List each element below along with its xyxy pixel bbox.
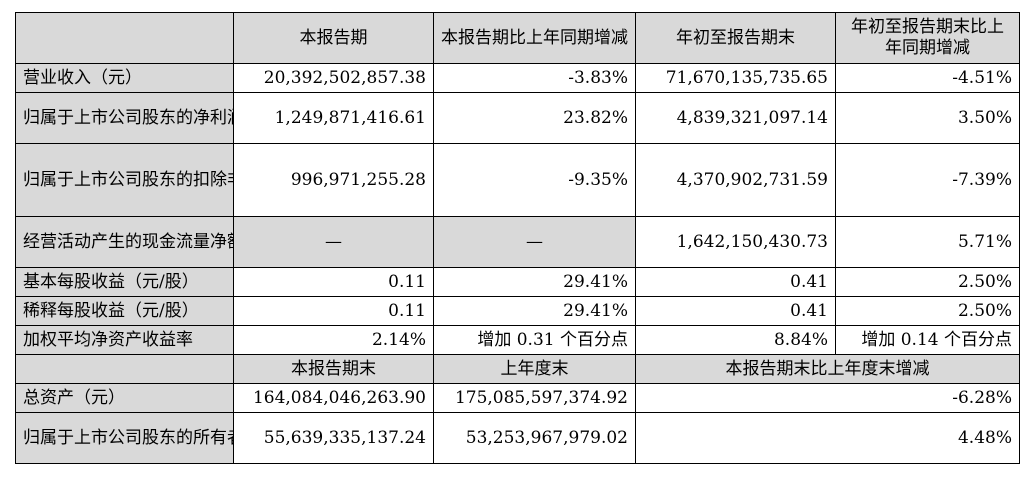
row-label: 经营活动产生的现金流量净额（元） (15, 216, 234, 268)
cell-ytd: 0.41 (635, 296, 836, 326)
cell-current-period-change: — (433, 216, 636, 268)
table-row: 总资产（元） 164,084,046,263.90 175,085,597,37… (15, 383, 1020, 413)
cell-prior-year-end: 53,253,967,979.02 (433, 412, 636, 464)
table-row: 基本每股收益（元/股） 0.11 29.41% 0.41 2.50% (15, 267, 1020, 297)
header-current-period-change: 本报告期比上年同期增减 (433, 12, 636, 64)
table-row: 经营活动产生的现金流量净额（元） — — 1,642,150,430.73 5.… (15, 216, 1020, 268)
row-label: 归属于上市公司股东的扣除非经常性损益的净利润（元） (15, 143, 234, 217)
cell-ytd-change: -7.39% (835, 143, 1020, 217)
table-row: 加权平均净资产收益率 2.14% 增加 0.31 个百分点 8.84% 增加 0… (15, 325, 1020, 355)
header-current-period: 本报告期 (233, 12, 434, 64)
cell-ytd: 8.84% (635, 325, 836, 355)
cell-current-period: 1,249,871,416.61 (233, 92, 434, 144)
row-label: 营业收入（元） (15, 63, 234, 93)
cell-current-period-change: 增加 0.31 个百分点 (433, 325, 636, 355)
cell-ytd-change: -4.51% (835, 63, 1020, 93)
header-ytd: 年初至报告期末 (635, 12, 836, 64)
table-row: 营业收入（元） 20,392,502,857.38 -3.83% 71,670,… (15, 63, 1020, 93)
cell-ytd: 0.41 (635, 267, 836, 297)
cell-current-period: 0.11 (233, 296, 434, 326)
cell-prior-year-end: 175,085,597,374.92 (433, 383, 636, 413)
cell-ytd-change: 2.50% (835, 296, 1020, 326)
cell-current-period-change: 29.41% (433, 296, 636, 326)
row-label: 归属于上市公司股东的净利润（元） (15, 92, 234, 144)
header2-corner-cell (15, 354, 234, 384)
table-row: 稀释每股收益（元/股） 0.11 29.41% 0.41 2.50% (15, 296, 1020, 326)
cell-ytd-change: 5.71% (835, 216, 1020, 268)
cell-current-period-change: 23.82% (433, 92, 636, 144)
row-label: 加权平均净资产收益率 (15, 325, 234, 355)
header-row-2: 本报告期末 上年度末 本报告期末比上年度末增减 (15, 354, 1020, 384)
row-label: 总资产（元） (15, 383, 234, 413)
cell-period-end-change: 4.48% (635, 412, 1020, 464)
financial-summary-table: 本报告期 本报告期比上年同期增减 年初至报告期末 年初至报告期末比上年同期增减 … (15, 12, 1020, 464)
cell-ytd: 4,839,321,097.14 (635, 92, 836, 144)
table-row: 归属于上市公司股东的扣除非经常性损益的净利润（元） 996,971,255.28… (15, 143, 1020, 217)
row-label: 归属于上市公司股东的所有者权益（元） (15, 412, 234, 464)
cell-current-period: — (233, 216, 434, 268)
row-label: 基本每股收益（元/股） (15, 267, 234, 297)
cell-current-period: 20,392,502,857.38 (233, 63, 434, 93)
cell-ytd: 4,370,902,731.59 (635, 143, 836, 217)
header-row: 本报告期 本报告期比上年同期增减 年初至报告期末 年初至报告期末比上年同期增减 (15, 12, 1020, 64)
cell-period-end: 164,084,046,263.90 (233, 383, 434, 413)
cell-current-period: 0.11 (233, 267, 434, 297)
cell-period-end-change: -6.28% (635, 383, 1020, 413)
cell-ytd-change: 2.50% (835, 267, 1020, 297)
header-ytd-change: 年初至报告期末比上年同期增减 (835, 12, 1020, 64)
header-corner-cell (15, 12, 234, 64)
cell-ytd: 1,642,150,430.73 (635, 216, 836, 268)
header-period-end-change: 本报告期末比上年度末增减 (635, 354, 1020, 384)
header-period-end: 本报告期末 (233, 354, 434, 384)
cell-ytd: 71,670,135,735.65 (635, 63, 836, 93)
cell-ytd-change: 增加 0.14 个百分点 (835, 325, 1020, 355)
cell-ytd-change: 3.50% (835, 92, 1020, 144)
cell-current-period-change: 29.41% (433, 267, 636, 297)
cell-current-period: 996,971,255.28 (233, 143, 434, 217)
cell-period-end: 55,639,335,137.24 (233, 412, 434, 464)
header-prior-year-end: 上年度末 (433, 354, 636, 384)
cell-current-period-change: -9.35% (433, 143, 636, 217)
table-row: 归属于上市公司股东的净利润（元） 1,249,871,416.61 23.82%… (15, 92, 1020, 144)
cell-current-period: 2.14% (233, 325, 434, 355)
cell-current-period-change: -3.83% (433, 63, 636, 93)
table-row: 归属于上市公司股东的所有者权益（元） 55,639,335,137.24 53,… (15, 412, 1020, 464)
row-label: 稀释每股收益（元/股） (15, 296, 234, 326)
